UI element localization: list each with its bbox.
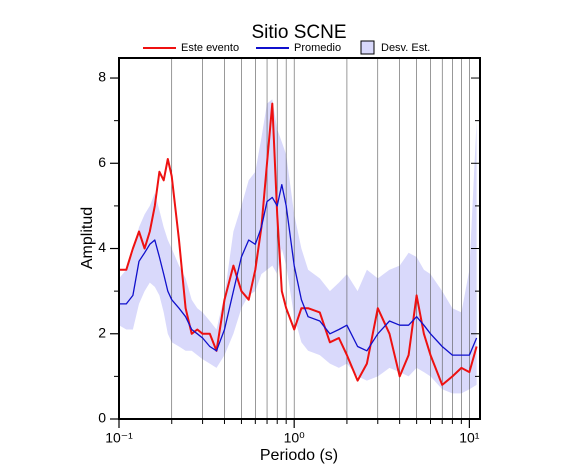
x-tick-label: 10⁻¹ bbox=[105, 430, 133, 446]
x-tick-label: 10¹ bbox=[459, 430, 480, 446]
y-tick-label: 6 bbox=[98, 154, 106, 170]
plot-frame bbox=[118, 57, 481, 420]
series-line bbox=[119, 183, 478, 356]
y-axis-label: Amplitud bbox=[79, 207, 96, 269]
legend-label: Este evento bbox=[181, 42, 239, 54]
std-band bbox=[119, 99, 477, 394]
y-tick-label: 4 bbox=[98, 239, 106, 255]
legend-label: Promedio bbox=[294, 42, 341, 54]
y-tick-label: 2 bbox=[98, 324, 106, 340]
legend-swatch bbox=[360, 40, 375, 55]
series-line bbox=[119, 102, 478, 386]
legend-label: Desv. Est. bbox=[381, 42, 430, 54]
x-axis-label: Periodo (s) bbox=[260, 447, 338, 464]
x-tick-label: 10⁰ bbox=[284, 430, 306, 446]
chart-title: Sitio SCNE bbox=[251, 22, 346, 43]
y-tick-label: 8 bbox=[98, 69, 106, 85]
y-tick-label: 0 bbox=[98, 410, 106, 426]
